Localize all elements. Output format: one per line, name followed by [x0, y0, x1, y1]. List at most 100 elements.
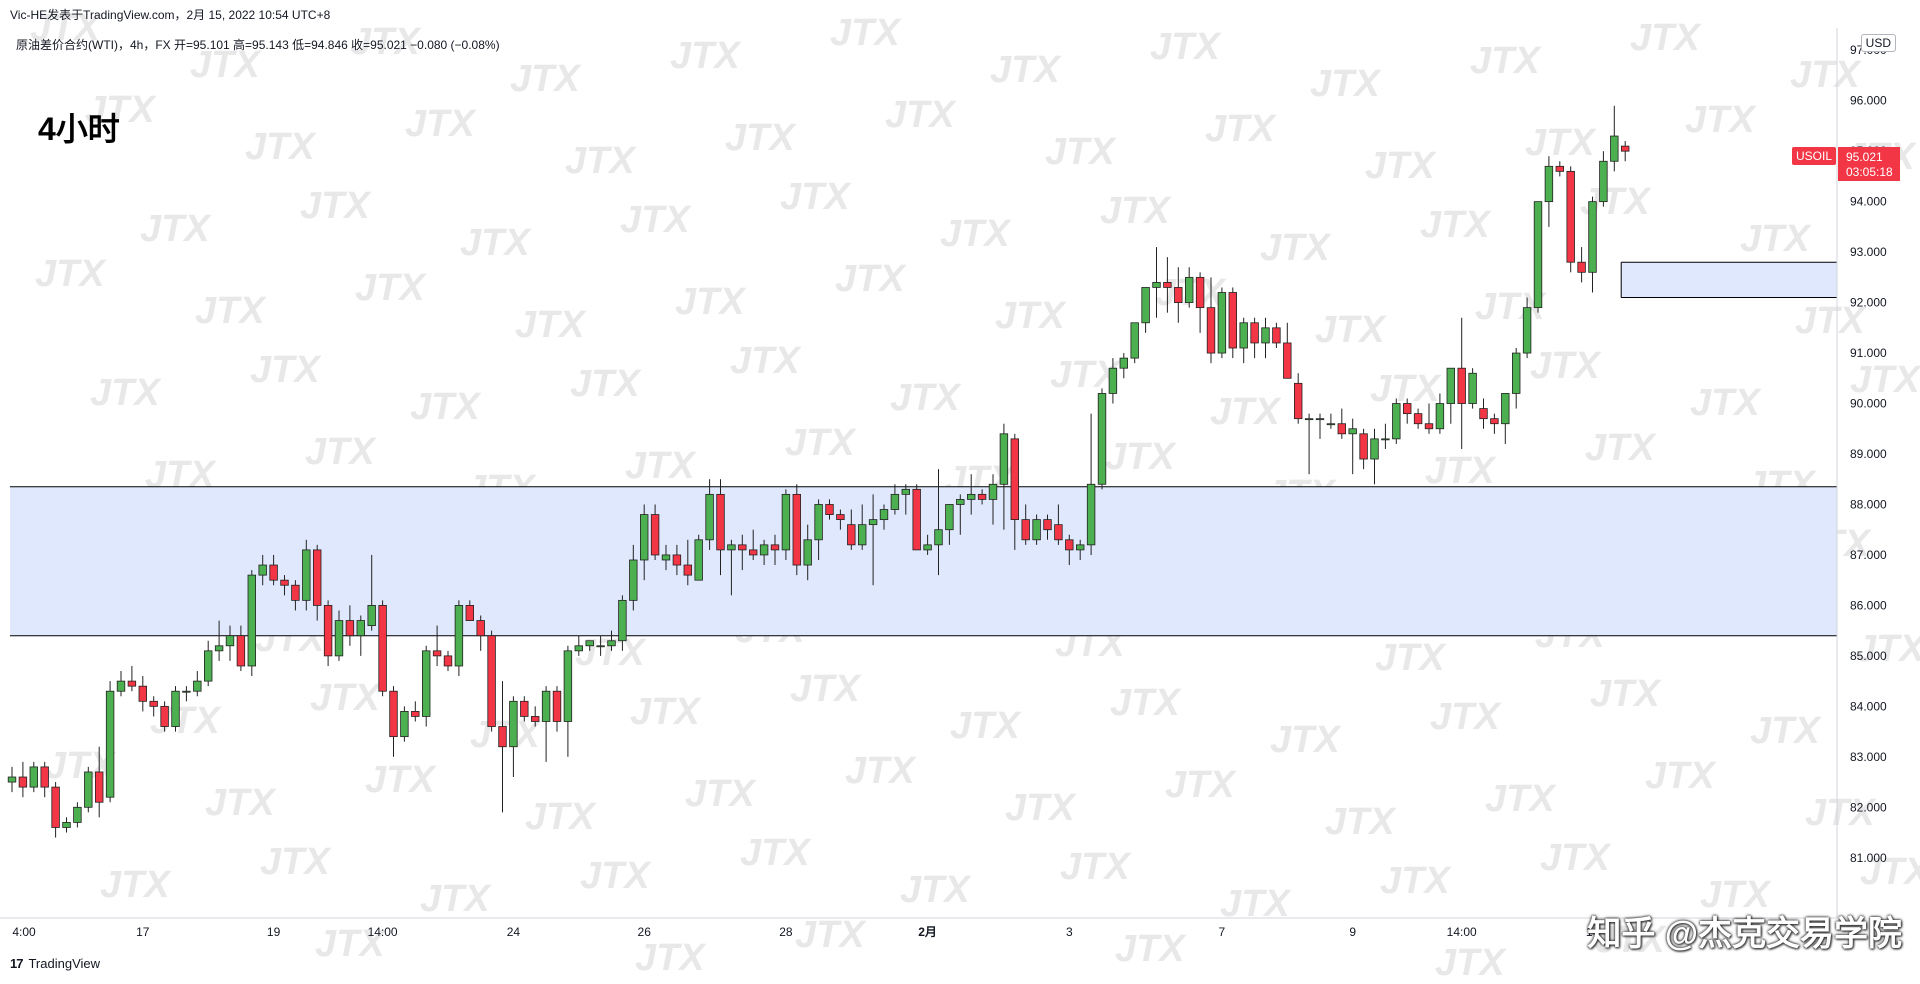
watermark-text: JTX — [305, 431, 377, 473]
watermark-text: JTX — [525, 796, 597, 838]
candle-body-up — [509, 700, 518, 748]
candle-body-down — [1424, 423, 1434, 430]
candle-body-up — [73, 806, 82, 823]
watermark-text: JTX — [190, 44, 262, 86]
zone-1-fill[interactable] — [10, 486, 1837, 636]
candle — [847, 509, 856, 550]
candle — [683, 539, 692, 586]
price-tick-label: 86.000 — [1850, 598, 1887, 612]
candle-body-up — [781, 493, 791, 551]
candle-body-down — [1457, 367, 1466, 404]
watermark-text: JTX — [300, 185, 372, 227]
candle-body-up — [400, 711, 409, 738]
candle — [640, 504, 649, 581]
candle — [127, 665, 137, 692]
candle — [705, 479, 714, 550]
candle-body-down — [465, 605, 474, 621]
watermark-text: JTX — [740, 832, 812, 874]
candle — [171, 686, 180, 732]
watermark-text: JTX — [570, 363, 642, 405]
candle — [236, 625, 246, 672]
candle — [1479, 398, 1488, 429]
watermark-text: JTX — [1850, 359, 1920, 401]
candle — [1206, 277, 1216, 364]
time-axis[interactable]: 4:00 17 19 14:00 24 26 28 2月 3 7 9 14:00 14 — [12, 925, 1599, 939]
time-tick-label: 9 — [1349, 925, 1356, 939]
candle-body-up — [1370, 438, 1379, 460]
candle — [1250, 317, 1259, 359]
candle — [836, 509, 845, 530]
watermark-text: JTX — [405, 103, 477, 145]
currency-button[interactable]: USD — [1860, 34, 1896, 52]
candle — [825, 499, 834, 520]
candle-body-down — [672, 554, 682, 566]
candle — [1370, 428, 1379, 485]
price-tick-label: 85.000 — [1850, 649, 1887, 663]
watermark-text: JTX — [355, 267, 427, 309]
candle-body-up — [258, 564, 267, 576]
candle — [618, 595, 627, 651]
candle-body-up — [116, 680, 126, 692]
candle-body-down — [1010, 438, 1019, 521]
candle-body-down — [236, 635, 246, 667]
candle-body-down — [1065, 539, 1074, 551]
candle — [1272, 322, 1281, 349]
candle-body-down — [498, 726, 507, 748]
candle-body-down — [323, 605, 333, 657]
watermark-text: JTX — [625, 445, 697, 487]
watermark-text: JTX — [1790, 54, 1862, 96]
candle — [334, 610, 344, 661]
watermark-text: JTX — [1100, 190, 1172, 232]
candle-body-up — [62, 822, 71, 828]
watermark-text: JTX — [1310, 63, 1382, 105]
candle-body-down — [1490, 418, 1499, 425]
candle-body-down — [738, 544, 747, 551]
candle — [1392, 398, 1401, 444]
watermark-text: JTX — [885, 94, 957, 136]
candle — [160, 701, 169, 732]
candle — [912, 484, 921, 551]
candle — [203, 640, 213, 687]
candle-body-up — [1381, 438, 1390, 441]
candle — [1359, 428, 1368, 470]
candle-body-up — [934, 529, 943, 546]
watermark-text: JTX — [835, 258, 907, 300]
candle-body-up — [858, 524, 867, 546]
candle — [977, 489, 987, 505]
candle — [1097, 388, 1107, 490]
candle — [18, 761, 28, 798]
candle-body-down — [138, 685, 147, 702]
watermark-text: JTX — [1115, 928, 1187, 970]
zone-2-fill[interactable] — [1621, 262, 1837, 298]
candle-body-down — [1163, 281, 1172, 288]
candle — [814, 499, 823, 560]
watermark-text: JTX — [1805, 792, 1877, 834]
candle-body-down — [280, 579, 289, 586]
candle-body-down — [18, 776, 28, 788]
tradingview-logo[interactable]: 17 TradingView — [10, 956, 100, 971]
watermark-text: JTX — [685, 773, 757, 815]
candle — [367, 554, 376, 631]
candle — [1195, 272, 1205, 333]
candle-body-up — [171, 690, 180, 727]
candle — [1032, 514, 1041, 545]
watermark-text: JTX — [45, 745, 117, 787]
candle-body-down — [847, 524, 856, 546]
candle-body-down — [1337, 423, 1346, 435]
candle — [1086, 413, 1096, 555]
timeframe-label: 4小时 — [38, 111, 120, 147]
candle — [214, 620, 224, 661]
candle — [694, 534, 703, 581]
candle-body-up — [29, 766, 38, 788]
candle-body-down — [1555, 165, 1564, 172]
watermark-text: JTX — [460, 222, 532, 264]
candle-body-down — [1621, 145, 1630, 152]
last-price-tag: USOIL 95.021 03:05:18 — [1792, 147, 1900, 181]
candle — [596, 635, 605, 656]
watermark-text: JTX — [990, 49, 1062, 91]
candle-body-down — [650, 514, 660, 556]
candle — [1108, 358, 1118, 404]
candle-body-down — [1043, 519, 1052, 531]
